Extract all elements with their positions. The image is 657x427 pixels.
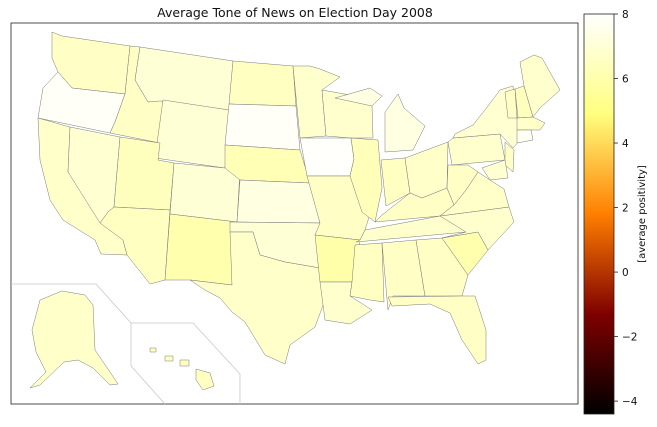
state-north-carolina	[439, 206, 515, 251]
state-iowa	[299, 137, 355, 177]
state-massachusetts	[516, 116, 546, 131]
state-regions	[29, 31, 561, 391]
state-georgia	[415, 237, 469, 297]
colorbar-tick-label: 6	[622, 74, 629, 86]
colorbar: 8 6 4 2 0 −2 −4 [average positivity]	[583, 9, 648, 415]
state-connecticut	[516, 129, 534, 144]
state-alabama	[381, 239, 426, 311]
state-south-dakota	[224, 103, 301, 151]
state-new-jersey	[504, 141, 515, 173]
chart-title: Average Tone of News on Election Day 200…	[157, 5, 433, 20]
state-hawaii	[149, 347, 215, 391]
colorbar-tick-label: 2	[622, 203, 629, 215]
colorbar-gradient	[583, 13, 615, 415]
colorbar-tick-label: 0	[622, 267, 629, 279]
colorbar-tick-label: −2	[622, 332, 637, 344]
state-minnesota	[292, 65, 341, 139]
state-michigan	[334, 87, 426, 153]
state-maine	[519, 54, 561, 118]
colorbar-tick-label: 8	[622, 9, 629, 21]
inset-dividers	[11, 283, 241, 405]
colorbar-ticks: 8 6 4 2 0 −2 −4	[614, 9, 638, 408]
colorbar-tick-label: 4	[622, 138, 629, 150]
state-west-virginia	[446, 164, 479, 206]
state-new-mexico	[164, 213, 238, 286]
state-maryland	[481, 159, 509, 181]
state-texas	[189, 231, 326, 365]
state-north-dakota	[228, 60, 297, 107]
state-nebraska	[224, 144, 311, 184]
colorbar-label: [average positivity]	[637, 165, 648, 263]
state-kansas	[236, 179, 321, 224]
state-pennsylvania	[447, 133, 506, 166]
state-alaska	[29, 290, 119, 389]
colorbar-tick-label: −4	[622, 396, 638, 408]
state-florida	[387, 295, 487, 365]
state-mississippi	[349, 242, 385, 303]
state-colorado	[169, 162, 241, 223]
state-illinois	[349, 137, 383, 223]
state-wyoming	[154, 99, 230, 169]
